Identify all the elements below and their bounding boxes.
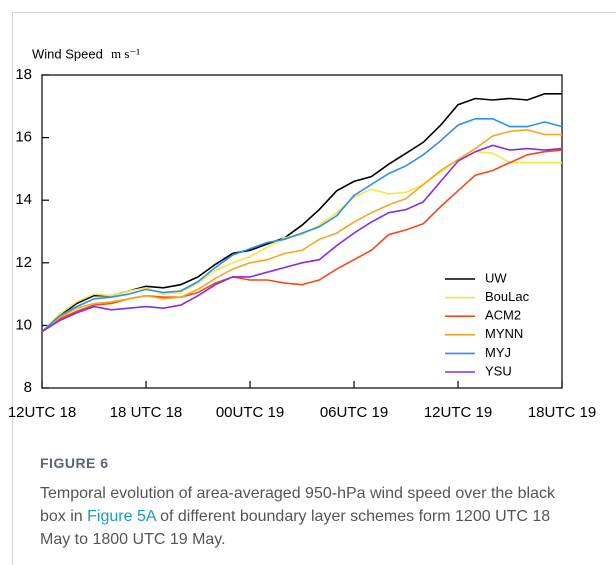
x-tick-label: 12UTC 19 [424, 404, 492, 421]
caption-link[interactable]: Figure 5A [87, 508, 156, 525]
series-line [41, 149, 563, 333]
legend-label: UW [485, 270, 507, 285]
y-tick-label: 16 [15, 129, 32, 146]
y-axis-label: Wind Speed [32, 46, 103, 61]
y-axis-unit: m s⁻¹ [111, 46, 140, 61]
legend-label: MYNN [485, 326, 523, 341]
series-line [41, 144, 563, 333]
legend-label: YSU [485, 363, 512, 378]
x-tick-label: 00UTC 19 [216, 404, 284, 421]
figure-frame [12, 12, 616, 565]
y-tick-label: 18 [15, 66, 32, 83]
series-line [41, 128, 562, 333]
caption-label: FIGURE 6 [40, 455, 109, 471]
legend-label: MYJ [485, 345, 511, 360]
x-tick-label: 18 UTC 18 [110, 404, 183, 421]
legend-label: ACM2 [485, 308, 521, 323]
series-line [41, 118, 563, 333]
caption-text: Temporal evolution of area-averaged 950-… [40, 482, 570, 551]
y-tick-label: 8 [24, 379, 32, 396]
x-tick-label: 06UTC 19 [320, 404, 388, 421]
chart: Wind Speed m s⁻¹ 8 10 12 14 16 18 12UTC 18 18 U… [8, 46, 596, 421]
y-tick-label: 10 [15, 316, 32, 333]
legend-label: BouLac [485, 289, 530, 304]
caption-text-after: of different boundary layer schemes form… [40, 508, 551, 548]
series-line [41, 150, 562, 333]
y-tick-label: 14 [15, 191, 32, 208]
x-tick-label: 12UTC 18 [8, 404, 76, 421]
y-tick-label: 12 [15, 254, 32, 271]
caption-text-before: Temporal evolution of area-averaged 950-… [40, 485, 555, 525]
x-tick-label: 18UTC 19 [528, 404, 596, 421]
plot-frame [41, 74, 563, 389]
